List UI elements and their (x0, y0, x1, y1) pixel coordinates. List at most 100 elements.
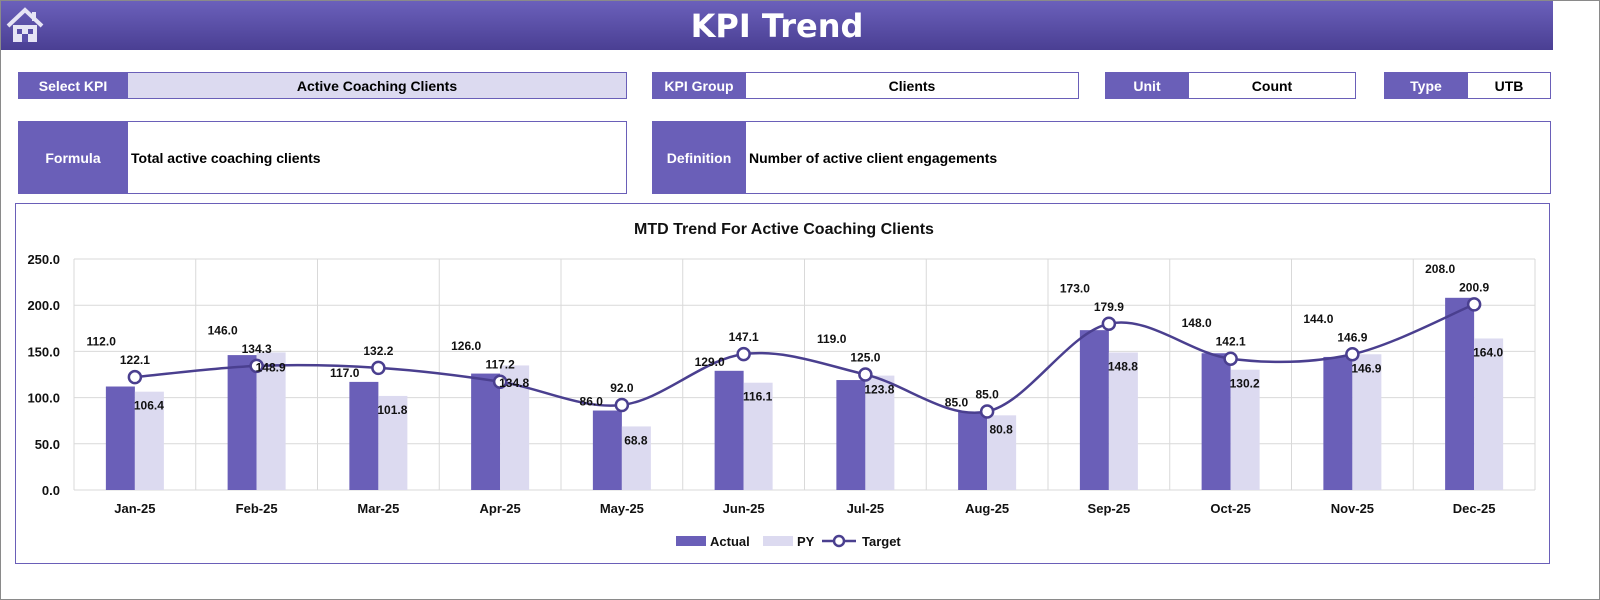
legend-py-label: PY (797, 534, 815, 549)
target-marker (1466, 297, 1482, 312)
page-title: KPI Trend (690, 7, 864, 45)
target-marker (492, 374, 508, 389)
y-tick-label: 200.0 (27, 298, 60, 313)
py-data-label: 68.8 (624, 433, 648, 447)
home-icon[interactable] (5, 6, 45, 49)
kpi-group-label: KPI Group (652, 72, 746, 99)
py-bar (1108, 352, 1138, 490)
y-tick-label: 250.0 (27, 252, 60, 267)
target-marker (249, 358, 264, 374)
py-bar (1474, 338, 1504, 490)
py-data-label: 130.2 (1230, 377, 1260, 391)
actual-data-label: 117.0 (330, 366, 360, 380)
py-data-label: 116.1 (743, 390, 773, 404)
actual-bar (1445, 297, 1475, 490)
x-tick-label: Jun-25 (723, 501, 765, 516)
definition-value: Number of active client engagements (746, 121, 1551, 194)
actual-data-label: 129.0 (695, 355, 725, 369)
x-tick-label: Apr-25 (480, 501, 521, 516)
actual-bar (1323, 356, 1353, 490)
py-data-label: 164.0 (1473, 345, 1503, 359)
actual-data-label: 85.0 (945, 395, 969, 409)
x-tick-label: Feb-25 (236, 501, 278, 516)
actual-data-label: 112.0 (87, 335, 117, 349)
x-tick-label: Aug-25 (965, 501, 1009, 516)
py-bar (743, 382, 773, 490)
actual-data-label: 146.0 (208, 323, 238, 337)
x-tick-label: May-25 (600, 501, 644, 516)
x-tick-label: Nov-25 (1331, 501, 1374, 516)
chart-container (15, 203, 1550, 564)
py-data-label: 148.9 (256, 360, 286, 374)
select-kpi-dropdown[interactable]: Active Coaching Clients (128, 72, 627, 99)
target-marker (979, 404, 995, 419)
actual-bar (958, 411, 988, 490)
header-bar: KPI Trend (1, 1, 1553, 50)
py-bar (256, 352, 286, 490)
y-tick-label: 150.0 (27, 344, 60, 359)
legend-py-swatch (763, 536, 793, 546)
unit-label: Unit (1105, 72, 1189, 99)
py-data-label: 146.9 (1351, 361, 1381, 375)
py-bar (621, 426, 651, 490)
actual-data-label: 126.0 (451, 339, 481, 353)
py-bar (1352, 354, 1382, 490)
actual-bar (105, 386, 135, 490)
legend-target-label: Target (862, 534, 901, 549)
kpi-group-value: Clients (746, 72, 1079, 99)
py-data-label: 123.8 (864, 383, 894, 397)
y-tick-label: 0.0 (42, 483, 60, 498)
actual-bar (836, 380, 866, 490)
target-data-label: 117.2 (485, 358, 515, 372)
target-data-label: 125.0 (850, 351, 880, 365)
target-marker (1345, 347, 1360, 362)
select-kpi-label: Select KPI (18, 72, 128, 99)
py-bar (987, 415, 1017, 490)
target-data-label: 85.0 (975, 387, 999, 401)
legend-target-marker (832, 534, 846, 548)
target-marker (1101, 316, 1117, 332)
target-marker (371, 360, 386, 376)
target-data-label: 179.9 (1094, 300, 1124, 314)
target-marker (736, 346, 751, 362)
py-bar (1230, 369, 1260, 490)
target-data-label: 146.9 (1337, 330, 1367, 344)
definition-label: Definition (652, 121, 746, 194)
actual-bar (592, 410, 622, 490)
actual-data-label: 144.0 (1303, 312, 1333, 326)
py-data-label: 134.8 (499, 376, 529, 390)
y-tick-label: 100.0 (27, 391, 60, 406)
x-tick-label: Oct-25 (1210, 501, 1250, 516)
target-data-label: 92.0 (610, 381, 634, 395)
py-data-label: 148.8 (1108, 360, 1138, 374)
type-value: UTB (1468, 72, 1551, 99)
py-data-label: 80.8 (989, 422, 1013, 436)
target-marker (127, 369, 143, 385)
py-bar (378, 395, 408, 490)
legend-actual-swatch (676, 536, 706, 546)
chart-title: MTD Trend For Active Coaching Clients (634, 221, 934, 238)
py-bar (134, 391, 164, 490)
target-marker (858, 367, 873, 382)
actual-data-label: 173.0 (1060, 281, 1090, 295)
actual-data-label: 148.0 (1182, 316, 1212, 330)
type-label: Type (1384, 72, 1468, 99)
py-bar (865, 375, 895, 490)
chart-legend: Actual PY Target (676, 534, 901, 549)
actual-data-label: 119.0 (817, 332, 847, 346)
actual-bar (1201, 353, 1231, 490)
target-marker (1223, 351, 1238, 366)
actual-bar (1079, 330, 1109, 490)
py-data-label: 106.4 (134, 399, 164, 413)
py-data-label: 101.8 (377, 403, 407, 417)
target-data-label: 134.3 (242, 342, 272, 356)
target-line (134, 303, 1475, 414)
x-tick-label: Dec-25 (1453, 501, 1496, 516)
actual-bar (349, 381, 379, 490)
target-data-label: 200.9 (1459, 280, 1489, 294)
unit-value: Count (1189, 72, 1356, 99)
formula-value: Total active coaching clients (128, 121, 627, 194)
x-tick-label: Jan-25 (114, 501, 155, 516)
actual-data-label: 86.0 (580, 395, 604, 409)
